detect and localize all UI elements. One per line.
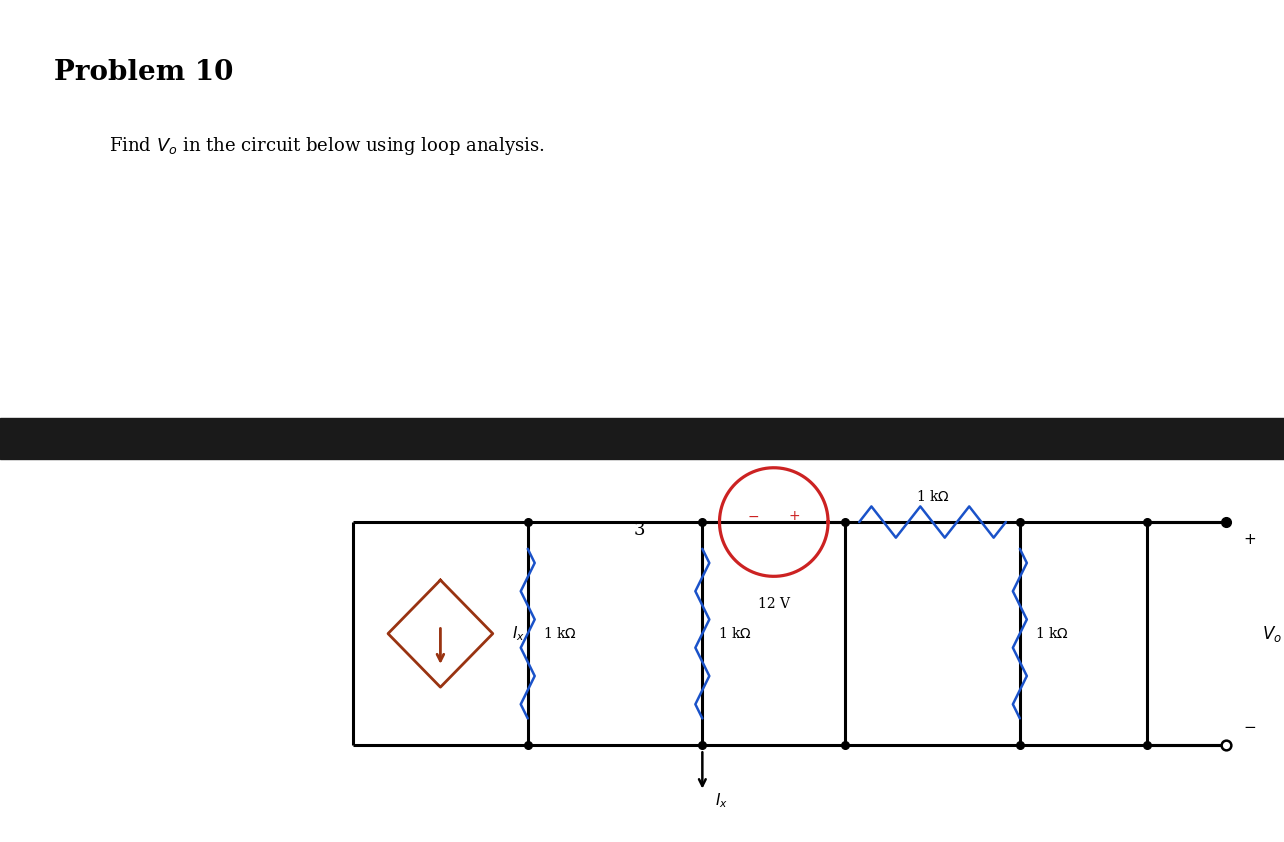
Bar <box>0 418 1284 459</box>
Text: +: + <box>1243 532 1256 547</box>
Text: Find $V_o$ in the circuit below using loop analysis.: Find $V_o$ in the circuit below using lo… <box>109 135 544 157</box>
Text: $-$: $-$ <box>747 509 759 523</box>
Text: $I_x$: $I_x$ <box>512 624 525 643</box>
Text: $-$: $-$ <box>1243 717 1256 733</box>
Text: 1 k$\Omega$: 1 k$\Omega$ <box>1035 626 1070 641</box>
Text: $V_o$: $V_o$ <box>1262 624 1283 643</box>
Text: 1 k$\Omega$: 1 k$\Omega$ <box>915 488 949 504</box>
Text: 1 k$\Omega$: 1 k$\Omega$ <box>543 626 577 641</box>
Text: $+$: $+$ <box>788 509 800 523</box>
Text: 3: 3 <box>634 521 645 540</box>
Text: $I_x$: $I_x$ <box>715 791 728 810</box>
Text: Problem 10: Problem 10 <box>54 59 234 86</box>
Text: 12 V: 12 V <box>758 597 790 611</box>
Text: 1 k$\Omega$: 1 k$\Omega$ <box>718 626 751 641</box>
